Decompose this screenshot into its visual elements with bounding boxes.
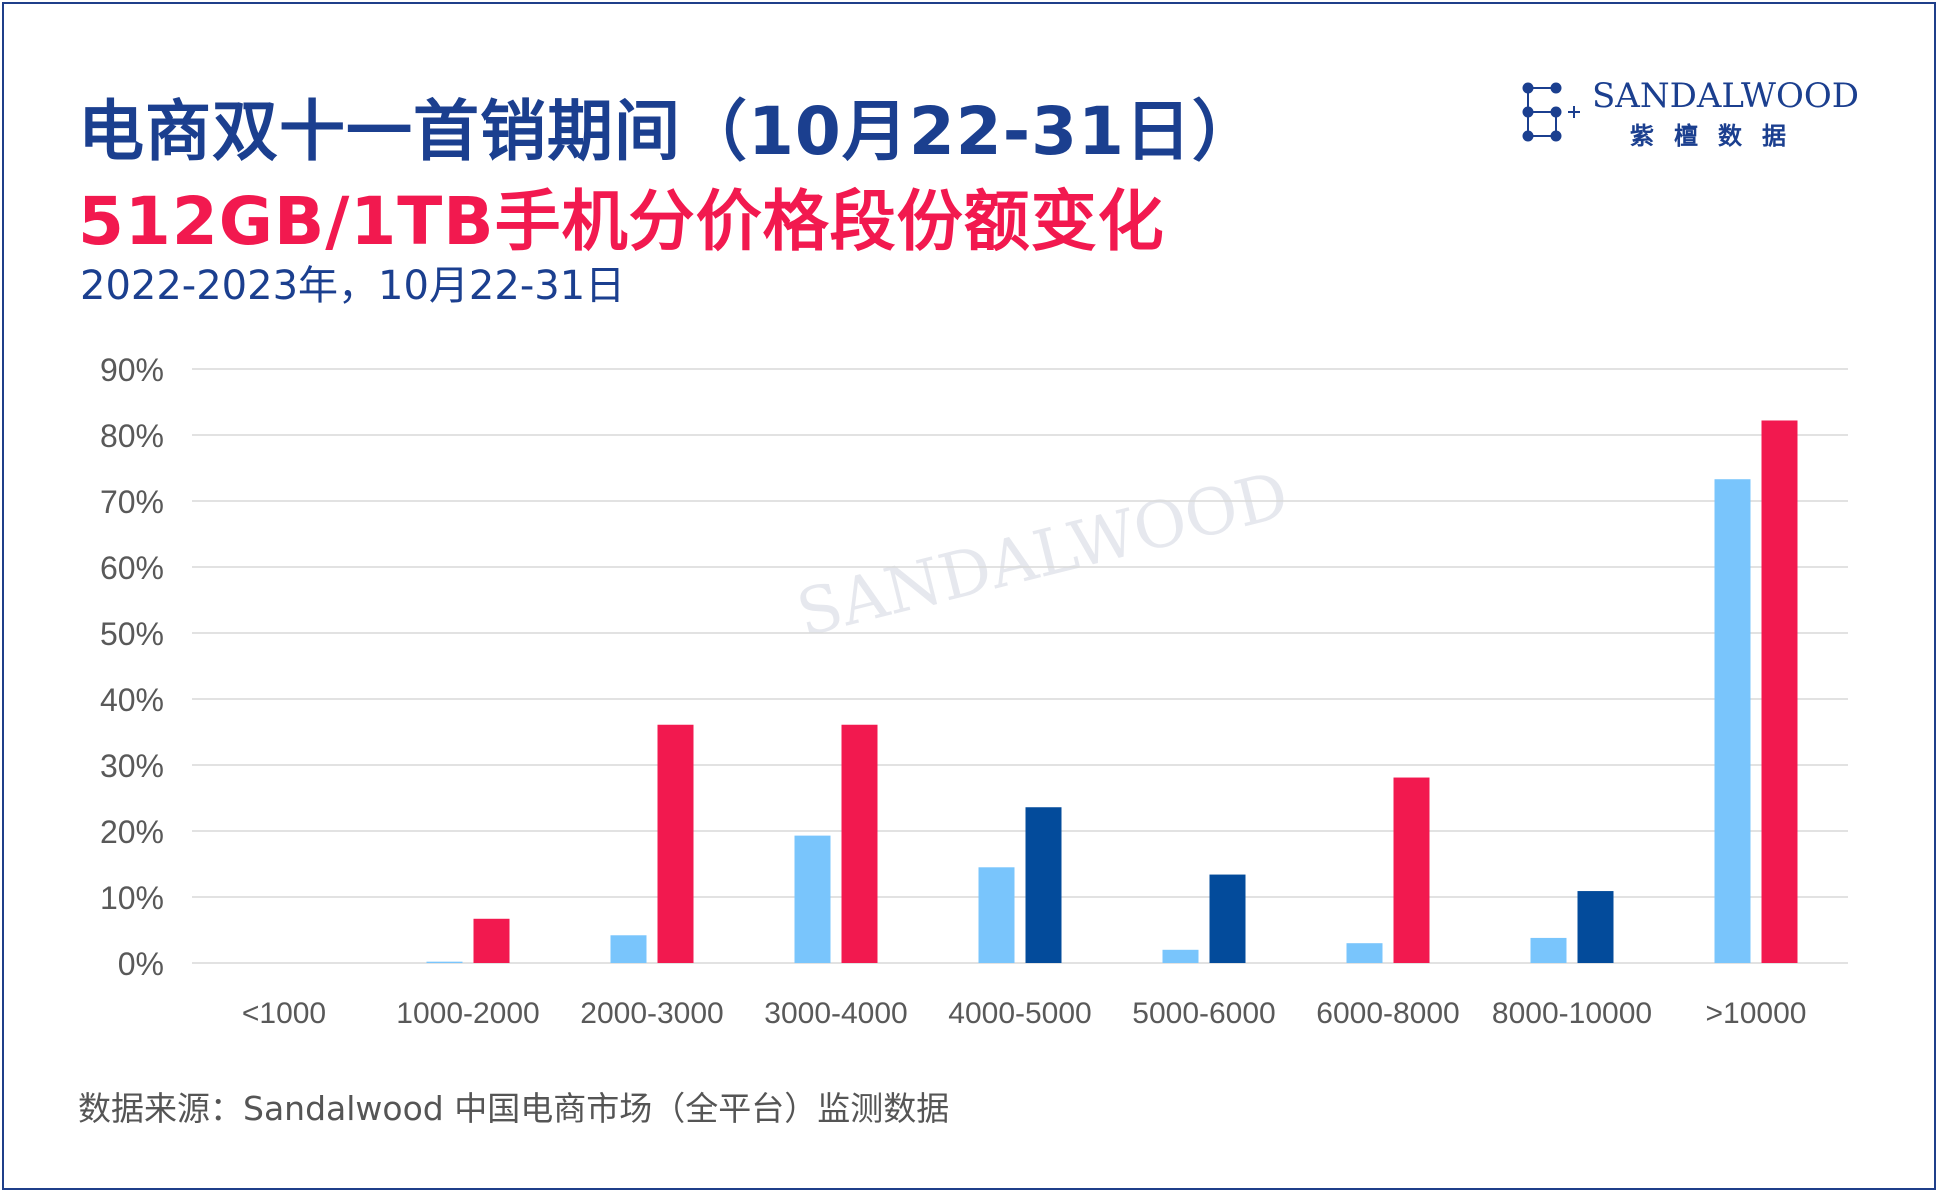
- y-tick-label: 60%: [100, 550, 164, 586]
- bar-2022: [1530, 937, 1567, 963]
- bar-2023: [1761, 420, 1798, 964]
- x-tick-label: 1000-2000: [396, 997, 539, 1030]
- date-range: 2022-2023年，10月22-31日: [80, 263, 626, 309]
- logo-name-en: SANDALWOOD: [1592, 76, 1859, 116]
- y-tick-label: 0%: [118, 946, 164, 982]
- bar-2023: [473, 918, 510, 963]
- x-tick-label: 2000-3000: [580, 997, 723, 1030]
- x-tick-label: 3000-4000: [764, 997, 907, 1030]
- bar-2022: [1346, 943, 1383, 963]
- y-tick-label: 70%: [100, 484, 164, 520]
- y-tick-label: 80%: [100, 418, 164, 454]
- x-tick-label: 6000-8000: [1316, 997, 1459, 1030]
- bar-2023: [657, 724, 694, 963]
- bar-2022: [794, 835, 831, 963]
- bar-2023: [1025, 807, 1062, 963]
- bar-2022: [1162, 949, 1199, 963]
- y-tick-label: 10%: [100, 880, 164, 916]
- data-source: 数据来源：Sandalwood 中国电商市场（全平台）监测数据: [78, 1089, 950, 1128]
- bar-2022: [1714, 479, 1751, 963]
- y-tick-label: 40%: [100, 682, 164, 718]
- bar-2023: [1393, 777, 1430, 963]
- bar-2022: [610, 935, 647, 963]
- x-tick-label: >10000: [1706, 997, 1807, 1030]
- sandalwood-logo: SANDALWOOD 紫檀数据: [1520, 76, 1860, 150]
- x-tick-label: <1000: [242, 997, 326, 1030]
- bar-2022: [426, 961, 463, 963]
- x-tick-label: 8000-10000: [1492, 997, 1652, 1030]
- sandalwood-logo-icon: [1522, 82, 1580, 142]
- chart-subtitle: 512GB/1TB手机分价格段份额变化: [78, 183, 1165, 260]
- x-tick-label: 5000-6000: [1132, 997, 1275, 1030]
- logo-name-cn: 紫檀数据: [1630, 122, 1806, 150]
- y-tick-label: 50%: [100, 616, 164, 652]
- bar-2022: [978, 867, 1015, 963]
- chart-title: 电商双十一首销期间（10月22-31日）: [78, 93, 1259, 170]
- bar-2023: [1209, 874, 1246, 963]
- x-tick-label: 4000-5000: [948, 997, 1091, 1030]
- bar-2023: [841, 724, 878, 963]
- y-tick-label: 20%: [100, 814, 164, 850]
- bar-2023: [1577, 891, 1614, 963]
- y-tick-label: 90%: [100, 352, 164, 388]
- y-tick-label: 30%: [100, 748, 164, 784]
